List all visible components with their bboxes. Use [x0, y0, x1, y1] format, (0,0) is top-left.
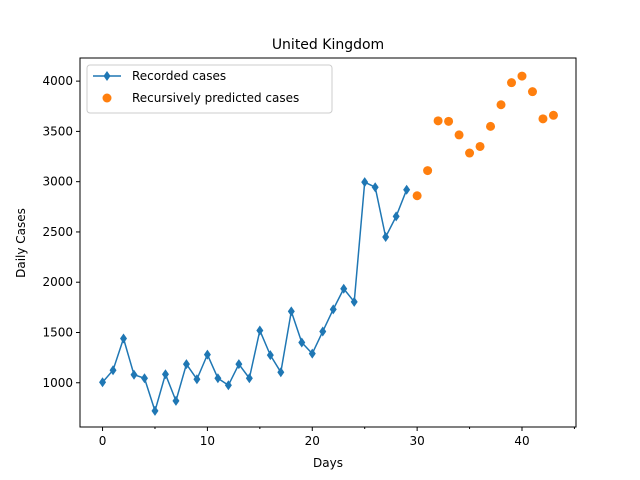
data-point-recorded	[151, 405, 159, 416]
data-point-recorded	[329, 304, 337, 315]
data-point-recorded	[371, 182, 379, 193]
data-point-recorded	[382, 231, 390, 242]
data-point-recorded	[120, 333, 128, 344]
data-point-recorded	[235, 359, 243, 370]
data-point-predicted	[538, 114, 548, 124]
legend-marker-recorded	[103, 71, 111, 81]
data-point-recorded	[224, 380, 232, 391]
data-point-recorded	[287, 306, 295, 317]
data-point-predicted	[475, 141, 485, 151]
data-point-predicted	[433, 116, 443, 126]
legend: Recorded cases Recursively predicted cas…	[86, 64, 333, 114]
x-tick-label: 0	[99, 434, 107, 448]
data-point-predicted	[444, 116, 454, 126]
data-point-recorded	[99, 377, 107, 388]
data-point-predicted	[412, 191, 422, 201]
legend-label-recorded: Recorded cases	[132, 69, 226, 83]
data-point-recorded	[214, 373, 222, 384]
data-point-recorded	[256, 325, 264, 336]
data-point-predicted	[496, 100, 506, 110]
axis-ticks: 0 10 20 30 40 1000 1500 2000 2500 3000 3500 4000	[42, 74, 575, 448]
data-point-predicted	[486, 121, 496, 131]
legend-marker-predicted	[102, 93, 112, 103]
series-line-recorded	[101, 181, 408, 412]
data-point-predicted	[548, 110, 558, 120]
data-point-recorded	[319, 326, 327, 337]
x-axis-label: Days	[313, 456, 343, 470]
x-tick-label: 10	[200, 434, 215, 448]
x-tick-label: 20	[305, 434, 320, 448]
legend-label-predicted: Recursively predicted cases	[132, 91, 299, 105]
data-point-predicted	[423, 166, 433, 176]
data-point-recorded	[140, 373, 148, 384]
legend-box	[86, 64, 333, 114]
y-tick-label: 2000	[42, 275, 73, 289]
data-point-recorded	[308, 348, 316, 359]
axes-frame	[79, 57, 577, 428]
y-tick-label: 3000	[42, 175, 73, 189]
data-point-recorded	[109, 365, 117, 376]
data-point-recorded	[182, 359, 190, 370]
data-point-recorded	[161, 369, 169, 380]
data-point-recorded	[403, 184, 411, 195]
data-point-predicted	[527, 87, 537, 97]
data-point-recorded	[350, 296, 358, 307]
data-point-predicted	[517, 71, 527, 81]
data-point-recorded	[340, 283, 348, 294]
x-tick-label: 30	[409, 434, 424, 448]
data-point-recorded	[203, 349, 211, 360]
data-point-recorded	[245, 373, 253, 384]
data-point-predicted	[454, 130, 464, 140]
y-tick-label: 4000	[42, 74, 73, 88]
data-point-recorded	[392, 211, 400, 222]
data-point-recorded	[298, 337, 306, 348]
data-point-recorded	[193, 374, 201, 385]
x-tick-label: 40	[514, 434, 529, 448]
data-point-recorded	[277, 367, 285, 378]
chart-title: United Kingdom	[272, 37, 384, 53]
y-tick-label: 1500	[42, 325, 73, 339]
data-point-predicted	[507, 78, 517, 88]
data-point-recorded	[266, 350, 274, 361]
y-tick-label: 2500	[42, 225, 73, 239]
data-point-recorded	[172, 395, 180, 406]
data-point-recorded	[130, 369, 138, 380]
plot-area	[99, 71, 558, 416]
y-axis-label: Daily Cases	[14, 208, 28, 278]
data-point-predicted	[465, 148, 475, 158]
y-tick-label: 1000	[42, 376, 73, 390]
data-point-recorded	[361, 177, 369, 188]
y-tick-label: 3500	[42, 124, 73, 138]
